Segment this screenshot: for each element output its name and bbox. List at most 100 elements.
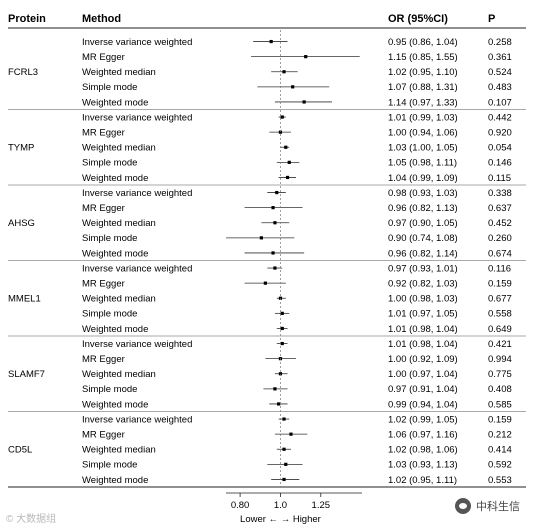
or-ci-label: 1.00 (0.92, 1.09) — [388, 354, 458, 365]
or-ci-label: 1.03 (1.00, 1.05) — [388, 143, 458, 154]
point-estimate — [287, 160, 291, 164]
or-ci-label: 1.00 (0.94, 1.06) — [388, 127, 458, 138]
axis-tick-label: 1.25 — [312, 500, 331, 511]
point-estimate — [263, 281, 267, 285]
p-value-label: 0.592 — [488, 460, 512, 471]
watermark-right: 中科生信 — [455, 498, 520, 514]
p-value-label: 0.159 — [488, 278, 512, 289]
or-ci-label: 1.02 (0.95, 1.10) — [388, 67, 458, 78]
protein-label: AHSG — [8, 218, 35, 229]
method-label: Inverse variance weighted — [82, 37, 192, 48]
point-estimate — [285, 175, 290, 180]
method-label: MR Egger — [82, 127, 125, 138]
or-ci-label: 1.01 (0.99, 1.03) — [388, 112, 458, 123]
p-value-label: 0.483 — [488, 82, 512, 93]
or-ci-label: 0.97 (0.93, 1.01) — [388, 263, 458, 274]
point-estimate — [284, 145, 288, 149]
or-ci-label: 1.05 (0.98, 1.11) — [388, 158, 457, 169]
or-ci-label: 1.03 (0.93, 1.13) — [388, 460, 458, 471]
method-label: MR Egger — [82, 278, 125, 289]
method-label: Weighted mode — [82, 324, 148, 335]
x-axis: 0.80 1.0 1.25 Lower ← → Higher — [226, 30, 362, 525]
protein-label: TYMP — [8, 142, 34, 153]
method-label: Weighted mode — [82, 475, 148, 486]
point-estimate — [282, 477, 286, 482]
method-label: Weighted median — [82, 369, 156, 380]
point-estimate — [280, 341, 284, 346]
point-estimate — [282, 417, 286, 421]
or-ci-label: 1.04 (0.99, 1.09) — [388, 173, 458, 184]
p-value-label: 0.994 — [488, 354, 512, 365]
point-estimate — [273, 387, 277, 391]
p-value-label: 0.159 — [488, 414, 512, 425]
or-ci-label: 1.01 (0.98, 1.04) — [388, 339, 458, 350]
point-estimate — [273, 221, 277, 225]
point-estimate — [284, 462, 288, 466]
point-estimate — [278, 130, 283, 134]
or-ci-label: 0.95 (0.86, 1.04) — [388, 37, 458, 48]
watermark-left: © 大数据组 — [6, 514, 57, 525]
method-label: Simple mode — [82, 309, 137, 320]
point-estimate — [275, 190, 279, 195]
or-ci-label: 1.01 (0.98, 1.04) — [388, 324, 458, 335]
or-ci-label: 1.00 (0.97, 1.04) — [388, 369, 458, 380]
point-estimate — [282, 447, 286, 451]
point-estimate — [269, 39, 273, 44]
p-value-label: 0.414 — [488, 445, 512, 456]
p-value-label: 0.361 — [488, 52, 512, 63]
x-axis-label: Lower ← → Higher — [240, 514, 321, 525]
point-estimate — [280, 311, 284, 315]
or-ci-label: 1.02 (0.98, 1.06) — [388, 445, 458, 456]
axis-tick-label: 1.0 — [274, 500, 287, 511]
p-value-label: 0.920 — [488, 127, 512, 138]
p-value-label: 0.338 — [488, 188, 512, 199]
point-estimate — [271, 251, 275, 255]
method-label: Inverse variance weighted — [82, 339, 192, 350]
point-estimate — [282, 70, 286, 74]
or-ci-label: 1.06 (0.97, 1.16) — [388, 429, 458, 440]
or-ci-label: 0.92 (0.82, 1.03) — [388, 278, 458, 289]
p-value-label: 0.677 — [488, 294, 512, 305]
method-label: Inverse variance weighted — [82, 112, 192, 123]
p-value-label: 0.452 — [488, 218, 512, 229]
p-value-label: 0.775 — [488, 369, 512, 380]
p-value-label: 0.115 — [488, 173, 511, 184]
point-estimate — [278, 372, 283, 376]
method-label: Weighted mode — [82, 399, 148, 410]
p-value-label: 0.408 — [488, 384, 512, 395]
header-p: P — [488, 13, 495, 25]
or-ci-label: 0.90 (0.74, 1.08) — [388, 233, 458, 244]
point-estimate — [273, 266, 277, 270]
p-value-label: 0.116 — [488, 263, 511, 274]
header-protein: Protein — [8, 13, 46, 25]
header-method: Method — [82, 13, 121, 25]
or-ci-label: 0.99 (0.94, 1.04) — [388, 399, 458, 410]
method-label: MR Egger — [82, 203, 125, 214]
p-value-label: 0.107 — [488, 97, 512, 108]
p-value-label: 0.421 — [488, 339, 512, 350]
point-estimate — [277, 402, 281, 406]
method-label: MR Egger — [82, 52, 125, 63]
protein-label: MMEL1 — [8, 293, 41, 304]
or-ci-label: 1.14 (0.97, 1.33) — [388, 97, 458, 108]
point-estimate — [271, 206, 275, 210]
p-value-label: 0.260 — [488, 233, 512, 244]
or-ci-label: 1.02 (0.99, 1.05) — [388, 414, 458, 425]
method-label: Simple mode — [82, 82, 137, 93]
protein-label: FCRL3 — [8, 67, 38, 78]
p-value-label: 0.553 — [488, 475, 512, 486]
axis-tick-label: 0.80 — [231, 500, 250, 511]
point-estimate — [302, 100, 306, 104]
or-ci-label: 0.96 (0.82, 1.14) — [388, 248, 458, 259]
p-value-label: 0.146 — [488, 158, 512, 169]
watermark-right-text: 中科生信 — [476, 501, 520, 513]
or-ci-label: 0.98 (0.93, 1.03) — [388, 188, 458, 199]
or-ci-label: 1.01 (0.97, 1.05) — [388, 309, 458, 320]
method-label: Inverse variance weighted — [82, 188, 192, 199]
point-estimate — [280, 326, 284, 331]
p-value-label: 0.258 — [488, 37, 512, 48]
method-label: Weighted median — [82, 67, 156, 78]
method-label: Weighted mode — [82, 173, 148, 184]
or-ci-label: 1.15 (0.85, 1.55) — [388, 52, 458, 63]
or-ci-label: 0.96 (0.82, 1.13) — [388, 203, 458, 214]
